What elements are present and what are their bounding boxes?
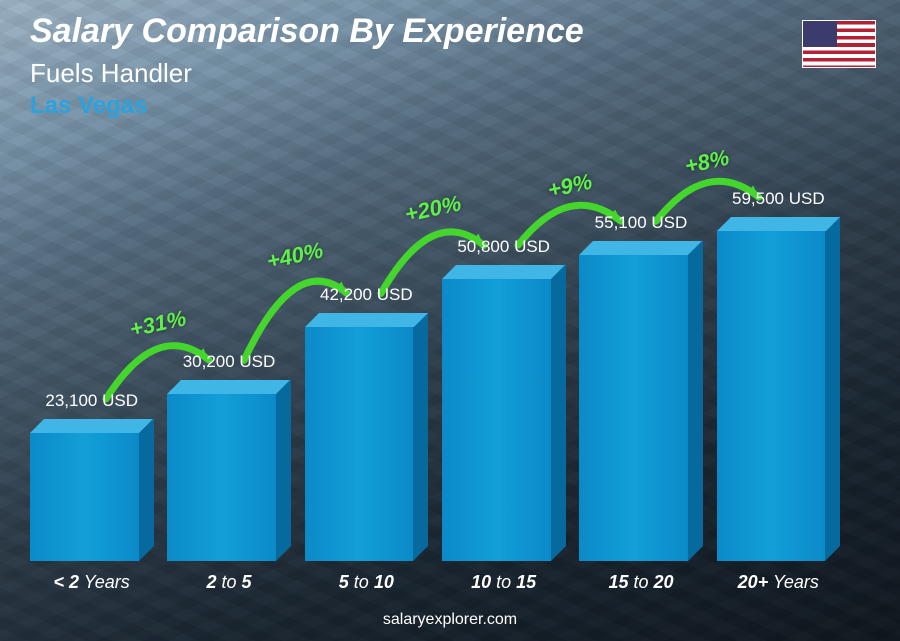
infographic-content: Salary Comparison By Experience Fuels Ha… <box>0 0 900 641</box>
bar: 55,100 USD <box>579 255 702 561</box>
x-axis-category-label: < 2 Years <box>30 572 153 593</box>
bar-value-label: 23,100 USD <box>0 391 190 411</box>
x-axis-category-label: 15 to 20 <box>579 572 702 593</box>
bar: 23,100 USD <box>30 433 153 561</box>
bar-value-label: 55,100 USD <box>542 213 739 233</box>
x-axis-category-label: 5 to 10 <box>305 572 428 593</box>
bar-column: 50,800 USD <box>442 130 565 561</box>
bar-column: 23,100 USD <box>30 130 153 561</box>
bar-column: 59,500 USD <box>717 130 840 561</box>
bar: 50,800 USD <box>442 279 565 561</box>
bar: 30,200 USD <box>167 394 290 561</box>
source-attribution: salaryexplorer.com <box>0 611 900 629</box>
bar-column: 30,200 USD <box>167 130 290 561</box>
us-flag-icon <box>802 20 876 68</box>
bar-column: 42,200 USD <box>305 130 428 561</box>
bar-value-label: 30,200 USD <box>130 352 327 372</box>
bar: 42,200 USD <box>305 327 428 561</box>
bar-value-label: 42,200 USD <box>268 285 465 305</box>
chart-location: Las Vegas <box>30 92 147 120</box>
x-axis-category-label: 2 to 5 <box>167 572 290 593</box>
chart-subtitle: Fuels Handler <box>30 58 192 89</box>
chart-title: Salary Comparison By Experience <box>30 12 584 51</box>
x-axis-category-label: 20+ Years <box>717 572 840 593</box>
bar-value-label: 50,800 USD <box>405 237 602 257</box>
x-axis-category-label: 10 to 15 <box>442 572 565 593</box>
bar: 59,500 USD <box>717 231 840 561</box>
bar-chart: +31%+40%+20%+9%+8% 23,100 USD30,200 USD4… <box>30 130 840 591</box>
bar-value-label: 59,500 USD <box>680 189 877 209</box>
